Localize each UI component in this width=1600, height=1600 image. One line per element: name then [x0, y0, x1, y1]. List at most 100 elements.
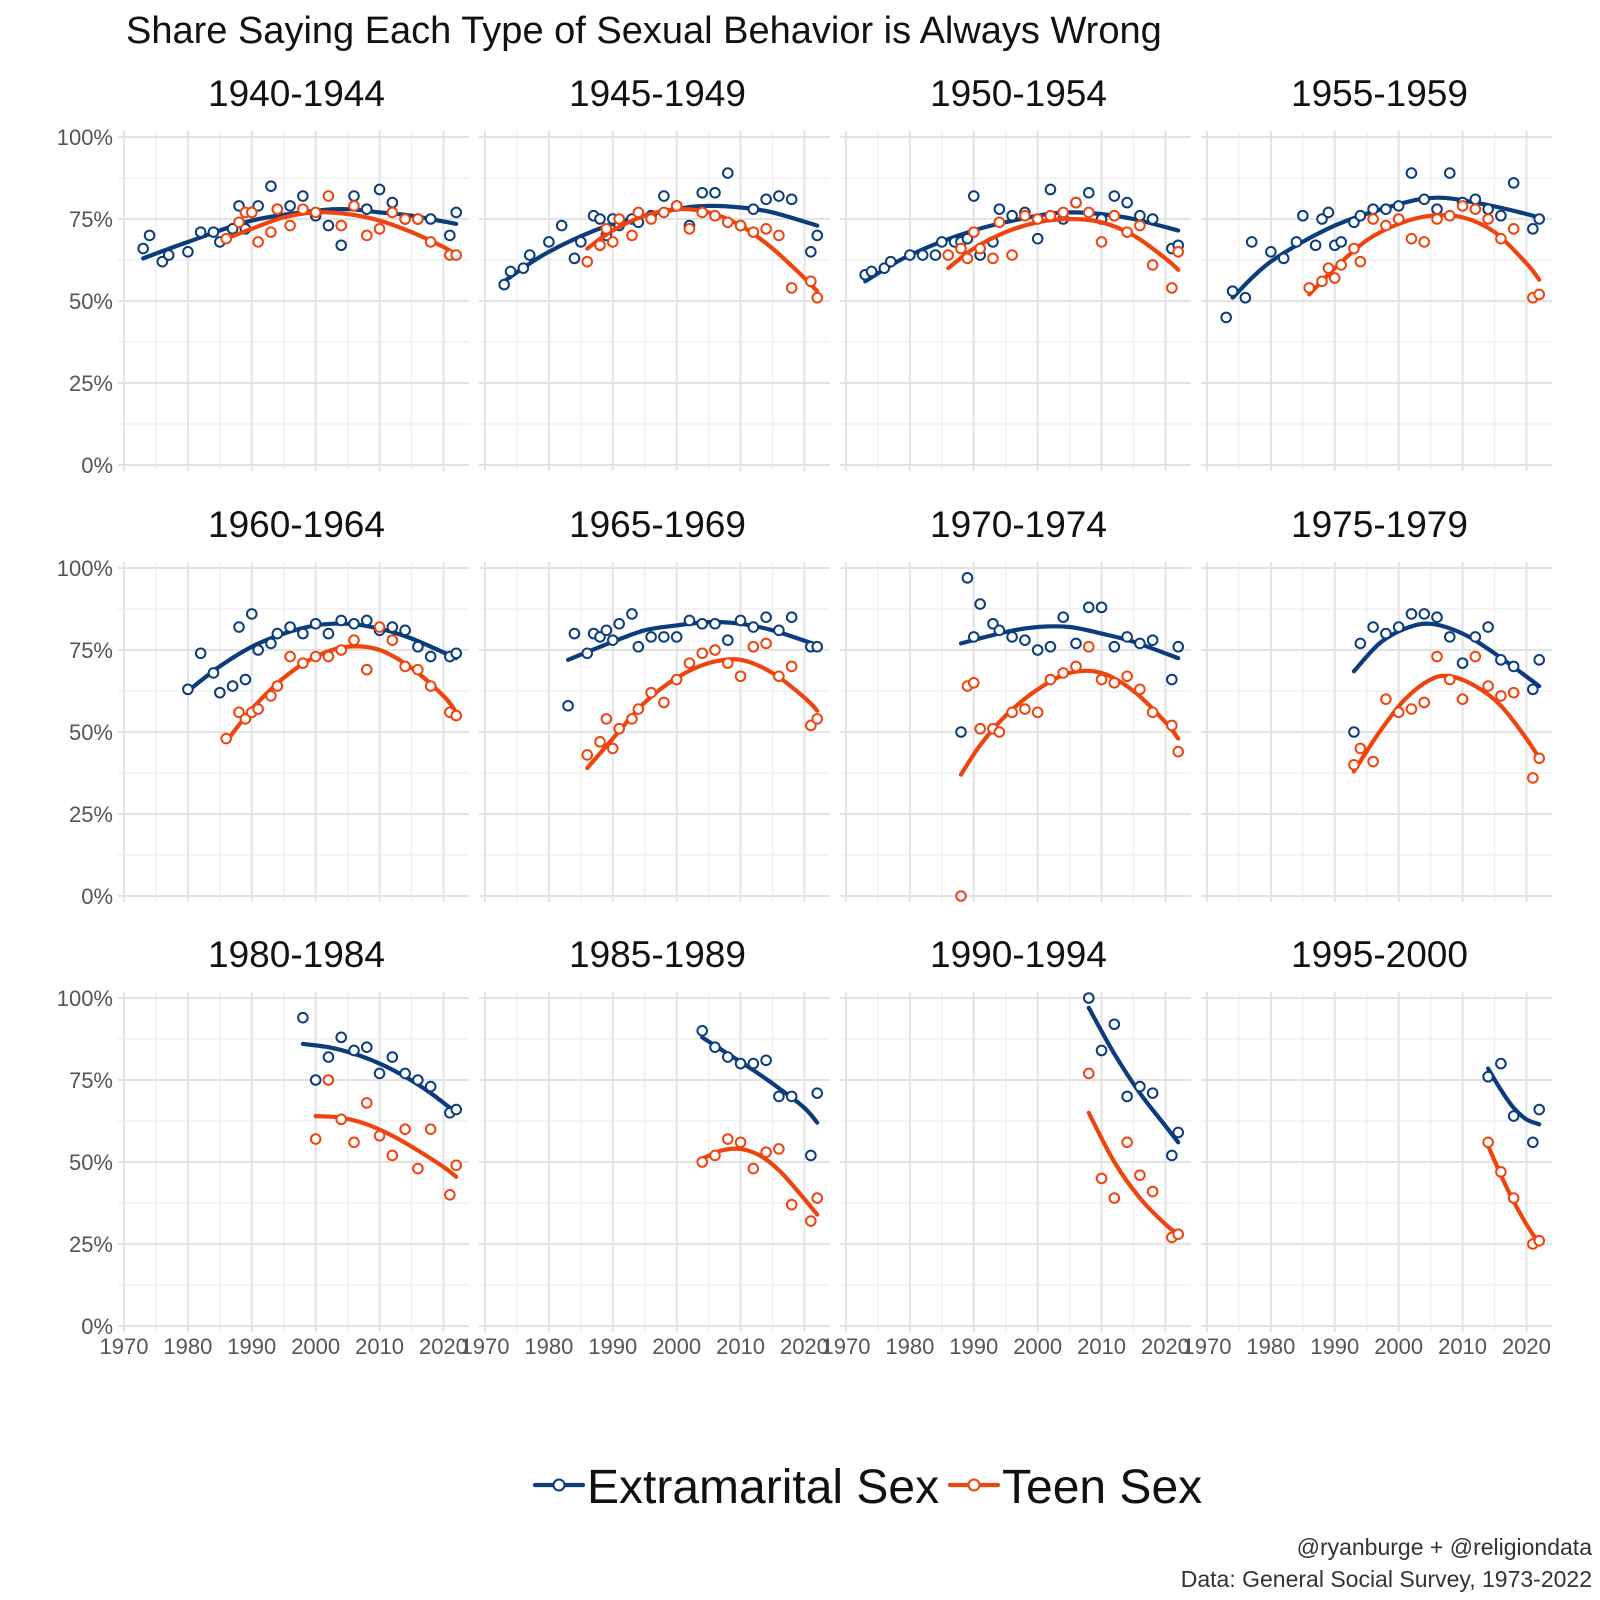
point-teen-sex [734, 219, 747, 232]
point-teen-sex [600, 713, 613, 725]
point-teen-sex [233, 216, 245, 229]
point-teen-sex [1082, 1067, 1095, 1080]
x-tick-label: 2010 [1438, 1334, 1487, 1359]
point-teen-sex [974, 242, 986, 255]
facet-1985-1989: 1985-1989 1970 1980 1990 2000 2010 2020 [461, 934, 830, 1359]
point-extramarital-sex [936, 236, 948, 248]
trend-line-extramarital-sex [1230, 195, 1542, 300]
point-teen-sex [245, 206, 258, 219]
point-extramarital-sex [1533, 654, 1546, 666]
point-teen-sex [1354, 742, 1367, 755]
point-extramarital-sex [1108, 640, 1121, 653]
point-extramarital-sex [1392, 621, 1405, 633]
point-teen-sex [696, 206, 709, 219]
point-extramarital-sex [709, 186, 721, 199]
point-teen-sex [220, 732, 233, 745]
x-tick-label: 1990 [1310, 1334, 1359, 1359]
point-extramarital-sex [1354, 209, 1367, 222]
point-teen-sex [811, 713, 824, 725]
point-extramarital-sex [594, 213, 606, 225]
point-extramarital-sex [360, 203, 373, 215]
point-extramarital-sex [373, 183, 386, 196]
point-extramarital-sex [1495, 654, 1507, 666]
point-teen-sex [444, 1189, 456, 1201]
point-extramarital-sex [760, 1054, 772, 1067]
facet-title: 1990-1994 [930, 934, 1107, 975]
x-tick-label: 1990 [227, 1334, 276, 1359]
point-teen-sex [1044, 209, 1057, 222]
facet-1995-2000: 1995-2000 1970 1980 1990 2000 2010 2020 [1183, 934, 1552, 1359]
point-extramarital-sex [1006, 631, 1018, 643]
major-gridlines [1201, 131, 1552, 471]
trend-line-teen-sex [1307, 212, 1542, 297]
point-teen-sex [709, 644, 721, 656]
point-teen-sex [1507, 686, 1520, 699]
point-teen-sex [1533, 288, 1546, 301]
point-teen-sex [1443, 209, 1456, 222]
point-extramarital-sex [265, 180, 277, 192]
series-extramarital-sex [859, 183, 1185, 284]
point-teen-sex [1495, 690, 1507, 702]
point-teen-sex [670, 200, 683, 212]
point-extramarital-sex [1031, 644, 1044, 656]
trend-line-extramarital-sex [502, 203, 820, 284]
point-teen-sex [297, 657, 309, 669]
series-extramarital-sex [1082, 992, 1185, 1162]
point-extramarital-sex [1290, 236, 1303, 248]
point-extramarital-sex [658, 190, 670, 202]
point-extramarital-sex [412, 640, 424, 653]
point-extramarital-sex [562, 699, 574, 712]
point-extramarital-sex [1006, 209, 1018, 222]
point-teen-sex [1418, 236, 1431, 248]
point-extramarital-sex [1418, 193, 1431, 206]
legend: Extramarital Sex Teen Sex [532, 1461, 1202, 1514]
point-teen-sex [1070, 660, 1082, 673]
point-extramarital-sex [450, 206, 463, 219]
point-extramarital-sex [709, 1041, 721, 1053]
point-teen-sex [271, 680, 284, 692]
point-teen-sex [987, 252, 999, 265]
x-tick-label: 2000 [1013, 1334, 1062, 1359]
point-extramarital-sex [1495, 209, 1507, 222]
point-extramarital-sex [709, 617, 721, 630]
point-teen-sex [386, 1149, 399, 1162]
point-teen-sex [1482, 213, 1494, 225]
point-teen-sex [1367, 755, 1379, 768]
trend-line-teen-sex [585, 206, 820, 294]
point-teen-sex [747, 226, 760, 238]
point-extramarital-sex [137, 242, 149, 255]
point-teen-sex [297, 203, 309, 215]
point-extramarital-sex [600, 624, 613, 637]
point-teen-sex [335, 644, 348, 656]
point-teen-sex [961, 252, 974, 265]
point-teen-sex [322, 650, 335, 663]
point-extramarital-sex [182, 246, 194, 258]
point-teen-sex [1322, 262, 1335, 275]
point-extramarital-sex [399, 1067, 411, 1080]
series-teen-sex [309, 1074, 463, 1201]
point-extramarital-sex [1405, 608, 1418, 620]
point-teen-sex [955, 890, 967, 902]
point-teen-sex [1443, 673, 1456, 686]
x-tick-label: 2020 [419, 1334, 468, 1359]
legend-label-extramarital: Extramarital Sex [587, 1461, 939, 1514]
point-teen-sex [1019, 209, 1031, 222]
point-extramarital-sex [884, 255, 897, 268]
point-extramarital-sex [424, 213, 437, 225]
point-teen-sex [424, 236, 437, 248]
point-extramarital-sex [811, 640, 824, 653]
point-extramarital-sex [1070, 637, 1082, 650]
series-teen-sex [1482, 1136, 1546, 1250]
major-gridlines [1201, 992, 1552, 1332]
point-teen-sex [386, 206, 399, 219]
facet-title: 1955-1959 [1291, 73, 1468, 114]
point-extramarital-sex [568, 627, 581, 640]
point-teen-sex [993, 216, 1006, 229]
point-extramarital-sex [348, 617, 360, 630]
point-extramarital-sex [162, 249, 175, 261]
point-teen-sex [1367, 213, 1379, 225]
point-extramarital-sex [386, 621, 399, 633]
point-extramarital-sex [1533, 1103, 1546, 1116]
x-tick-label: 1980 [1246, 1334, 1295, 1359]
point-teen-sex [773, 1143, 785, 1155]
